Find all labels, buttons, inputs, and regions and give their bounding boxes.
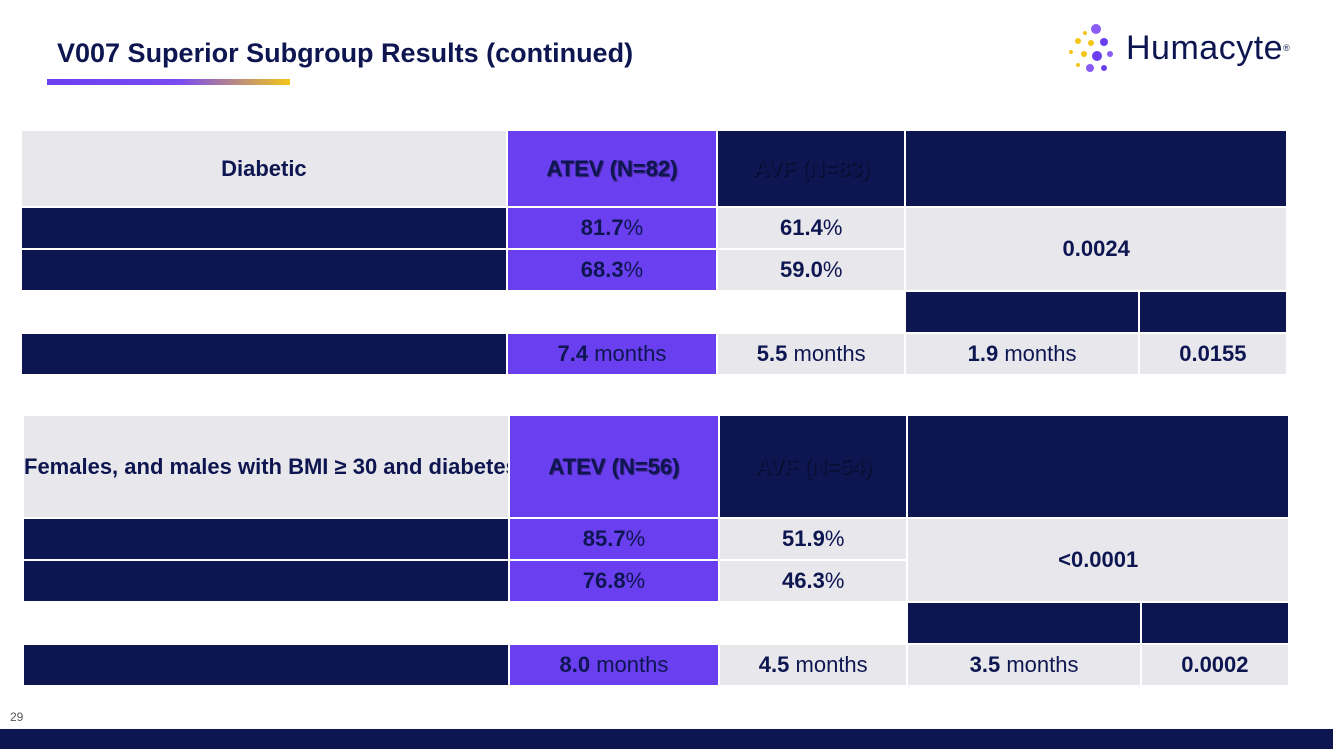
duration-difference-value: 3.5 months [908,645,1140,685]
row-label-secondary: Secondary Patency at Month 12 [24,561,508,601]
atev-functional-value: 85.7% [509,519,719,559]
humacyte-logo: Humacyte ® [1066,20,1290,76]
duration-pvalue-value: 0.0155 [1139,334,1286,374]
atev-secondary-value: 76.8% [509,561,719,601]
atev-functional-value: 81.7% [507,208,717,248]
row-label-secondary: Secondary Patency at Month 12 [22,250,506,290]
avf-duration-value: 5.5 months [718,334,905,374]
atev-duration-value: 8.0 months [509,645,719,685]
avf-functional-value: 51.9% [720,519,907,559]
row-label-duration: Duration of Use Over First 12 Months [22,334,506,374]
avf-duration-value: 4.5 months [720,645,907,685]
page-title: V007 Superior Subgroup Results (continue… [57,38,634,68]
patency-pvalue: <0.0001 [908,519,1288,601]
spacer-cell [22,292,717,332]
females-males-results-table: Females, and males with BMI ≥ 30 and dia… [22,414,1290,687]
diabetic-results-table: Diabetic ATEV (N=82) AVF (N=83) p-value … [20,129,1288,376]
spacer-cell [720,603,907,643]
difference-header: Difference [906,292,1138,332]
pvalue-header: p-value [906,131,1286,206]
row-label-functional: Functional Patency at Month 6 [22,208,506,248]
duration-pvalue-value: 0.0002 [1141,645,1288,685]
avf-header: AVF (N=54) [720,416,907,517]
spacer-cell [24,603,719,643]
avf-secondary-value: 46.3% [720,561,907,601]
duration-pvalue-header: p-value [1139,292,1286,332]
difference-header: Difference [908,603,1140,643]
footer-bar [0,729,1333,749]
avf-header: AVF (N=83) [718,131,905,206]
humacyte-dots-icon [1069,24,1113,72]
row-label-duration: Duration of Use Over First 12 Months [24,645,508,685]
title-underline [47,79,290,85]
group-title: Females, and males with BMI ≥ 30 and dia… [24,416,508,517]
atev-header: ATEV (N=56) [509,416,719,517]
row-label-functional: Functional Patency at Month 6 [24,519,508,559]
atev-secondary-value: 68.3% [507,250,717,290]
page-number: 29 [10,710,24,724]
avf-functional-value: 61.4% [718,208,905,248]
avf-secondary-value: 59.0% [718,250,905,290]
atev-header: ATEV (N=82) [507,131,717,206]
logo-registered-mark: ® [1283,43,1290,53]
group-title: Diabetic [22,131,506,206]
patency-pvalue: 0.0024 [906,208,1286,290]
duration-pvalue-header: p-value [1141,603,1288,643]
spacer-cell [718,292,905,332]
atev-duration-value: 7.4 months [507,334,717,374]
logo-text: Humacyte [1126,28,1284,67]
pvalue-header: p-value [908,416,1288,517]
duration-difference-value: 1.9 months [906,334,1138,374]
